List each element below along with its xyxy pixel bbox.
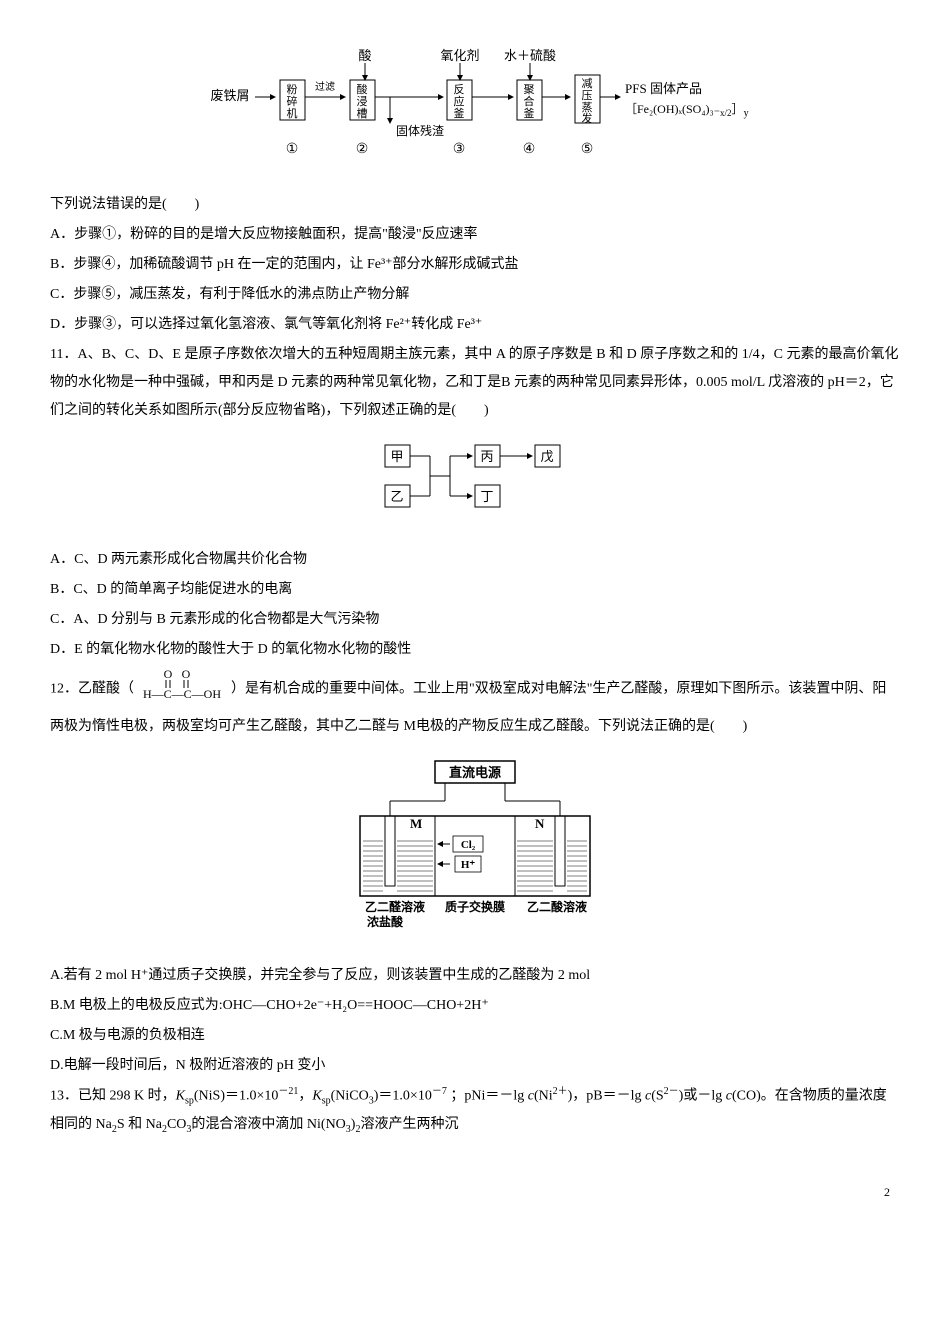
q11-option-d: D．E 的氧化物水化物的酸性大于 D 的氧化物水化物的酸性 [50, 636, 900, 664]
svg-text:酸: 酸 [357, 82, 368, 96]
svg-text:碎: 碎 [287, 94, 298, 108]
svg-text:O: O [163, 667, 172, 681]
q11-option-b: B．C、D 的简单离子均能促进水的电离 [50, 576, 900, 604]
svg-text:发: 发 [582, 111, 593, 125]
output-formula: ［Fe₂(OH)ₓ(SO₄)₃₋x/2］y [625, 102, 749, 119]
svg-text:槽: 槽 [357, 107, 368, 120]
q12-option-c: C.M 极与电源的负极相连 [50, 1022, 900, 1050]
label-oxidant: 氧化剂 [440, 48, 479, 63]
svg-text:固体残渣: 固体残渣 [396, 124, 444, 138]
svg-text:Cl₂: Cl₂ [461, 839, 476, 851]
svg-text:粉: 粉 [287, 83, 298, 96]
svg-text:乙: 乙 [390, 489, 403, 504]
q11-stem: 11．A、B、C、D、E 是原子序数依次增大的五种短周期主族元素，其中 A 的原… [50, 341, 900, 425]
q12-stem: 12．乙醛酸（ O O H—C—C—OH ）是有机合成的重要中间体。工业上用"双… [50, 666, 900, 741]
svg-text:反: 反 [454, 83, 465, 96]
output-text: PFS 固体产品 [625, 81, 702, 96]
svg-text:质子交换膜: 质子交换膜 [445, 899, 505, 914]
svg-text:釜: 釜 [524, 106, 535, 120]
svg-text:釜: 釜 [454, 106, 465, 120]
svg-text:浸: 浸 [357, 95, 368, 108]
svg-text:N: N [535, 816, 545, 831]
page-number: 2 [50, 1180, 900, 1204]
svg-text:O: O [181, 667, 190, 681]
q12-stem-pre: 12．乙醛酸（ [50, 682, 134, 697]
svg-text:机: 机 [287, 106, 298, 120]
input-text: 废铁屑 [210, 88, 249, 103]
electrolysis-diagram: 直流电源 M N Cl₂ H⁺ 乙二醛溶液 浓盐酸 质子交换膜 乙二酸溶液 [50, 756, 900, 947]
svg-text:聚: 聚 [524, 83, 535, 96]
q12-option-d: D.电解一段时间后，N 极附近溶液的 pH 变小 [50, 1052, 900, 1080]
svg-text:③: ③ [453, 142, 466, 157]
svg-text:乙二酸溶液: 乙二酸溶液 [527, 899, 587, 914]
label-acid: 酸 [358, 48, 371, 63]
q12-option-b: B.M 电极上的电极反应式为:OHC—CHO+2e⁻+H₂O==HOOC—CHO… [50, 992, 900, 1020]
transformation-diagram: 甲 丙 戊 乙 丁 [50, 440, 900, 531]
q10-option-a: A．步骤①，粉碎的目的是增大反应物接触面积，提高"酸浸"反应速率 [50, 221, 900, 249]
svg-text:乙二醛溶液: 乙二醛溶液 [365, 899, 425, 914]
q11-option-c: C．A、D 分别与 B 元素形成的化合物都是大气污染物 [50, 606, 900, 634]
svg-text:①: ① [286, 142, 299, 157]
svg-text:减: 减 [582, 77, 593, 90]
svg-text:甲: 甲 [390, 449, 403, 464]
svg-text:合: 合 [524, 94, 535, 108]
q10-intro: 下列说法错误的是( ) [50, 191, 900, 219]
svg-text:过滤: 过滤 [315, 80, 335, 93]
svg-text:戊: 戊 [540, 449, 553, 464]
label-water: 水＋硫酸 [504, 48, 556, 63]
svg-text:丙: 丙 [480, 449, 493, 464]
svg-text:应: 应 [454, 94, 465, 108]
svg-text:④: ④ [523, 142, 536, 157]
q12-option-a: A.若有 2 mol H⁺通过质子交换膜，并完全参与了反应，则该装置中生成的乙醛… [50, 962, 900, 990]
svg-text:⑤: ⑤ [581, 142, 594, 157]
svg-text:H⁺: H⁺ [461, 859, 476, 871]
q10-option-d: D．步骤③，可以选择过氧化氢溶液、氯气等氧化剂将 Fe²⁺转化成 Fe³⁺ [50, 311, 900, 339]
process-flow-diagram: 酸 氧化剂 水＋硫酸 废铁屑 粉 碎 机 过滤 酸 浸 槽 固体残渣 反 应 釜… [50, 45, 900, 176]
svg-text:H—C—C—OH: H—C—C—OH [143, 687, 221, 701]
q11-option-a: A．C、D 两元素形成化合物属共价化合物 [50, 546, 900, 574]
glyoxylic-acid-structure: O O H—C—C—OH [138, 666, 228, 713]
q13-stem: 13．已知 298 K 时，Ksp(NiS)＝1.0×10－21，Ksp(NiC… [50, 1082, 900, 1140]
svg-text:浓盐酸: 浓盐酸 [367, 914, 404, 929]
svg-text:直流电源: 直流电源 [449, 765, 501, 780]
svg-text:②: ② [356, 142, 369, 157]
q10-option-b: B．步骤④，加稀硫酸调节 pH 在一定的范围内，让 Fe³⁺部分水解形成碱式盐 [50, 251, 900, 279]
svg-text:M: M [410, 816, 422, 831]
svg-text:丁: 丁 [480, 489, 493, 504]
svg-text:压: 压 [582, 89, 593, 102]
q10-option-c: C．步骤⑤，减压蒸发，有利于降低水的沸点防止产物分解 [50, 281, 900, 309]
